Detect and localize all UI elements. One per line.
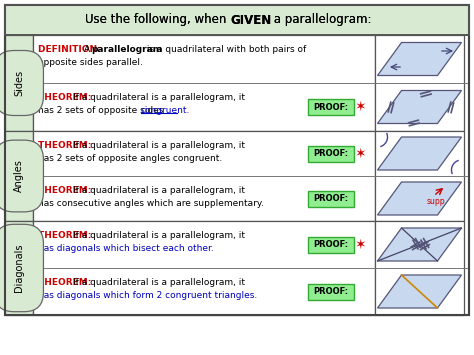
- Bar: [5, 5, 469, 35]
- Text: If a quadrilateral is a parallelogram, it: If a quadrilateral is a parallelogram, i…: [73, 141, 245, 150]
- Text: A: A: [84, 45, 93, 54]
- Text: If a quadrilateral is a parallelogram, it: If a quadrilateral is a parallelogram, i…: [73, 278, 245, 287]
- Bar: [33, 221, 375, 315]
- Text: THEOREM:: THEOREM:: [38, 93, 94, 102]
- Text: PROOF:: PROOF:: [313, 240, 348, 249]
- Text: Diagonals: Diagonals: [14, 244, 24, 292]
- Text: GIVEN: GIVEN: [230, 13, 271, 27]
- Text: a parallelogram:: a parallelogram:: [270, 13, 372, 27]
- Text: congruent.: congruent.: [141, 106, 191, 115]
- Bar: [375, 221, 464, 315]
- Text: THEOREM:: THEOREM:: [38, 278, 94, 287]
- Text: parallelogram: parallelogram: [91, 45, 162, 54]
- Polygon shape: [377, 137, 462, 170]
- Text: THEOREM:: THEOREM:: [38, 141, 94, 150]
- Text: DEFINITION:: DEFINITION:: [38, 45, 104, 54]
- Text: has diagonals which bisect each other.: has diagonals which bisect each other.: [38, 244, 214, 253]
- Bar: [375, 131, 464, 221]
- Text: If a quadrilateral is a parallelogram, it: If a quadrilateral is a parallelogram, i…: [73, 186, 245, 195]
- Bar: [308, 191, 354, 207]
- Bar: [308, 236, 354, 252]
- Bar: [33, 131, 375, 221]
- Text: Use the following, when: Use the following, when: [85, 13, 230, 27]
- Text: opposite sides parallel.: opposite sides parallel.: [38, 58, 143, 67]
- Bar: [5, 131, 33, 221]
- Polygon shape: [377, 275, 462, 308]
- Bar: [5, 35, 33, 131]
- Text: PROOF:: PROOF:: [313, 194, 348, 203]
- Text: THEOREM:: THEOREM:: [38, 231, 94, 240]
- Text: If a quadrilateral is a parallelogram, it: If a quadrilateral is a parallelogram, i…: [73, 231, 245, 240]
- Text: PROOF:: PROOF:: [313, 103, 348, 111]
- Bar: [5, 5, 469, 315]
- Text: a parallelogram:: a parallelogram:: [270, 13, 372, 27]
- Bar: [308, 146, 354, 162]
- Text: If a quadrilateral is a parallelogram, it: If a quadrilateral is a parallelogram, i…: [73, 93, 245, 102]
- Text: ✶: ✶: [355, 100, 367, 114]
- Polygon shape: [377, 43, 462, 76]
- Text: GIVEN: GIVEN: [230, 13, 271, 27]
- Polygon shape: [377, 91, 462, 124]
- Text: Angles: Angles: [14, 159, 24, 192]
- Bar: [5, 5, 469, 315]
- Bar: [375, 35, 464, 131]
- Text: PROOF:: PROOF:: [313, 149, 348, 158]
- Polygon shape: [377, 182, 462, 215]
- Text: PROOF:: PROOF:: [313, 287, 348, 296]
- Bar: [5, 221, 33, 315]
- Text: has 2 sets of opposite sides: has 2 sets of opposite sides: [38, 106, 166, 115]
- Text: ✶: ✶: [355, 147, 367, 160]
- Text: THEOREM:: THEOREM:: [38, 186, 94, 195]
- Text: has consecutive angles which are supplementary.: has consecutive angles which are supplem…: [38, 199, 264, 208]
- Text: has 2 sets of opposite angles congruent.: has 2 sets of opposite angles congruent.: [38, 154, 222, 163]
- Bar: [33, 35, 375, 131]
- Text: ✶: ✶: [355, 237, 367, 251]
- Bar: [5, 5, 469, 35]
- Bar: [308, 284, 354, 300]
- Bar: [308, 99, 354, 115]
- Text: has diagonals which form 2 congruent triangles.: has diagonals which form 2 congruent tri…: [38, 291, 257, 300]
- Bar: [5, 5, 469, 35]
- Polygon shape: [377, 228, 462, 261]
- Text: supp: supp: [426, 197, 445, 206]
- Text: is a quadrilateral with both pairs of: is a quadrilateral with both pairs of: [145, 45, 307, 54]
- Text: Use the following, when: Use the following, when: [85, 13, 230, 27]
- Text: Sides: Sides: [14, 70, 24, 96]
